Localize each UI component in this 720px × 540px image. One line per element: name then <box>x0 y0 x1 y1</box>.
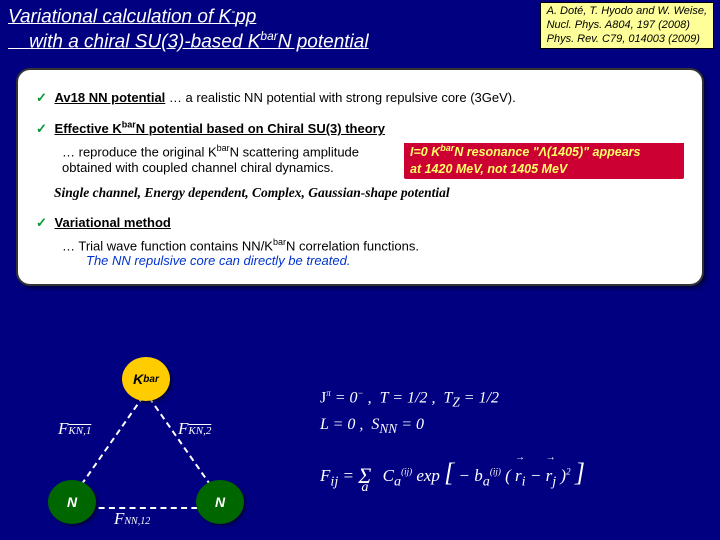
av18-label: Av18 NN potential <box>55 90 166 105</box>
av18-text: … a realistic NN potential with strong r… <box>169 90 516 105</box>
label-fkn1: FKN,1 <box>58 419 91 439</box>
math-lsnn: L = 0 , SNN = 0 <box>320 416 424 437</box>
variational-line: ✓ Variational method <box>36 215 684 231</box>
math-quantum-numbers: Jπ = 0− , T = 1/2 , TZ = 1/2 <box>320 388 499 411</box>
resonance-highlight: I=0 KbarN resonance "Λ(1405)" appears at… <box>404 143 684 179</box>
node-n2: N <box>196 480 244 524</box>
slide-title: Variational calculation of K-pp with a c… <box>8 4 369 54</box>
main-panel: ✓ Av18 NN potential … a realistic NN pot… <box>16 68 704 286</box>
chiral-label: Effective KbarN potential based on Chira… <box>55 121 385 136</box>
node-kbar: Kbar <box>122 357 170 401</box>
citation-ref1: Nucl. Phys. A804, 197 (2008) <box>547 19 707 33</box>
node-n1: N <box>48 480 96 524</box>
variational-label: Variational method <box>55 215 171 230</box>
single-channel-line: Single channel, Energy dependent, Comple… <box>54 185 684 201</box>
title-line1-pre: Variational calculation of K <box>8 6 231 27</box>
title-line2-sup: bar <box>260 29 277 43</box>
check-icon: ✓ <box>36 215 47 230</box>
math-fij: Fij = Σa Ca(ij) exp [ − ba(ij) ( r→i − r… <box>320 458 585 490</box>
title-line1-post: pp <box>235 6 256 27</box>
citation-box: A. Doté, T. Hyodo and W. Weise, Nucl. Ph… <box>540 2 714 49</box>
title-line2-pre: with a chiral SU(3)-based K <box>29 31 260 52</box>
label-fkn2: FKN,2 <box>178 419 211 439</box>
check-icon: ✓ <box>36 90 47 105</box>
chiral-line: ✓ Effective KbarN potential based on Chi… <box>36 120 684 137</box>
citation-ref2: Phys. Rev. C79, 014003 (2009) <box>547 33 707 47</box>
label-fnn: FNN,12 <box>114 509 150 529</box>
variational-text: … Trial wave function contains NN/KbarN … <box>62 237 684 253</box>
triangle-diagram: Kbar N N FKN,1 FKN,2 FNN,12 <box>30 357 260 532</box>
title-line2-post: N potential <box>278 31 369 52</box>
av18-line: ✓ Av18 NN potential … a realistic NN pot… <box>36 90 684 106</box>
check-icon: ✓ <box>36 121 47 136</box>
variational-blue-line: The NN repulsive core can directly be tr… <box>86 253 684 268</box>
citation-authors: A. Doté, T. Hyodo and W. Weise, <box>547 5 707 19</box>
